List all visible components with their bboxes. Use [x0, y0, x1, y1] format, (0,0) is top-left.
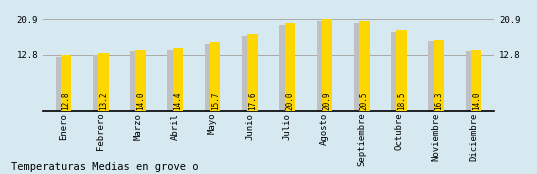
- Bar: [173, 48, 183, 111]
- Text: 12.8: 12.8: [62, 92, 70, 110]
- Bar: [317, 21, 327, 111]
- Text: 20.5: 20.5: [360, 92, 369, 110]
- Text: 17.6: 17.6: [248, 92, 257, 110]
- Bar: [205, 44, 215, 111]
- Bar: [56, 57, 66, 111]
- Bar: [98, 53, 108, 111]
- Bar: [359, 21, 369, 111]
- Bar: [285, 23, 295, 111]
- Text: 18.5: 18.5: [397, 92, 406, 110]
- Text: 14.0: 14.0: [471, 92, 481, 110]
- Bar: [279, 25, 290, 111]
- Bar: [322, 19, 332, 111]
- Bar: [466, 52, 476, 111]
- Bar: [434, 40, 444, 111]
- Text: 13.2: 13.2: [99, 92, 108, 110]
- Bar: [354, 23, 364, 111]
- Bar: [135, 50, 146, 111]
- Text: 16.3: 16.3: [434, 92, 444, 110]
- Bar: [396, 30, 407, 111]
- Bar: [210, 42, 220, 111]
- Bar: [168, 50, 178, 111]
- Bar: [61, 55, 71, 111]
- Bar: [471, 50, 481, 111]
- Text: 14.0: 14.0: [136, 92, 145, 110]
- Bar: [429, 41, 439, 111]
- Text: 14.4: 14.4: [173, 92, 183, 110]
- Bar: [130, 52, 141, 111]
- Bar: [242, 36, 252, 111]
- Text: Temperaturas Medias en grove o: Temperaturas Medias en grove o: [11, 162, 198, 172]
- Bar: [247, 34, 258, 111]
- Text: 20.9: 20.9: [323, 92, 331, 110]
- Bar: [93, 55, 103, 111]
- Text: 15.7: 15.7: [211, 92, 220, 110]
- Bar: [391, 32, 402, 111]
- Text: 20.0: 20.0: [285, 92, 294, 110]
